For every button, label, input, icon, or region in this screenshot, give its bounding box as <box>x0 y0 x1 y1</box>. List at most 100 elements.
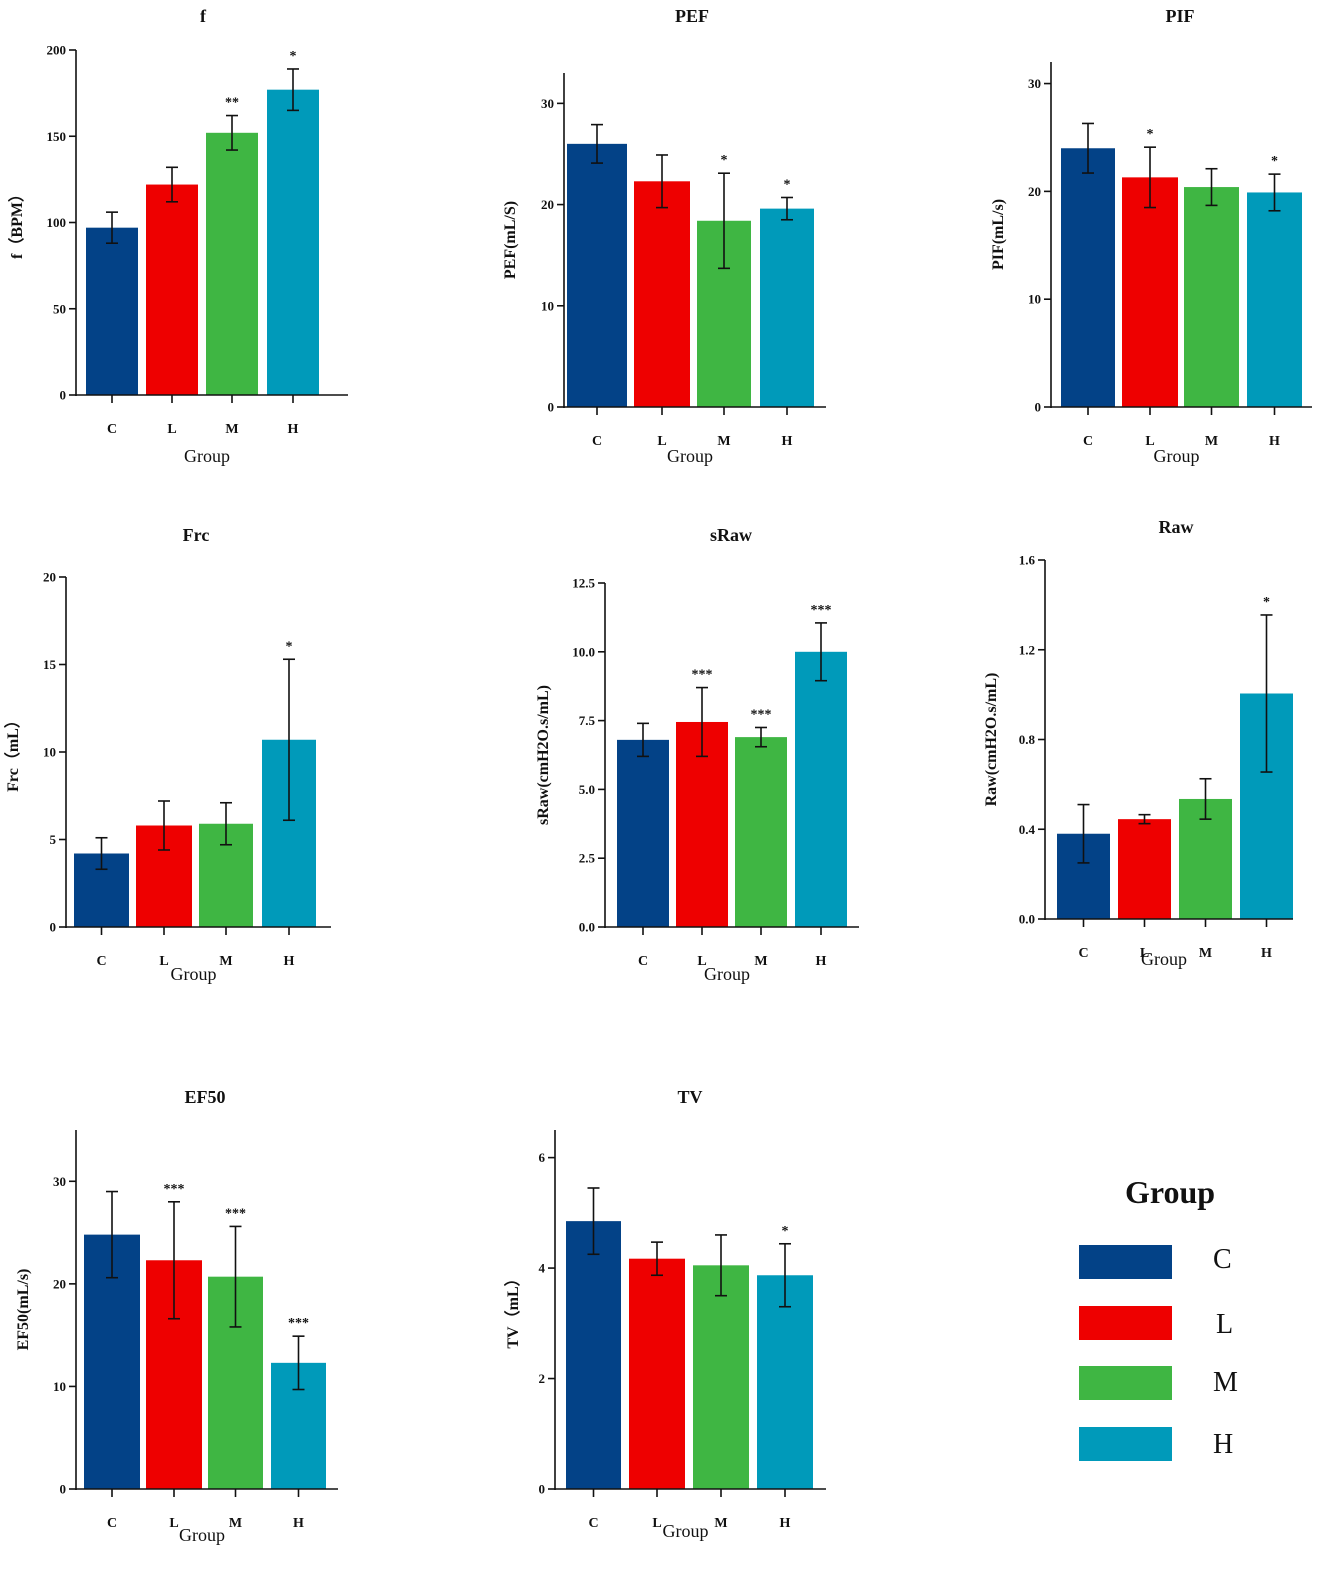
significance-label: *** <box>751 707 772 722</box>
bar-m <box>735 737 787 927</box>
y-tick-label: 0 <box>539 1482 546 1497</box>
x-axis <box>76 1488 338 1497</box>
legend-label-h: H <box>1213 1429 1233 1460</box>
category-label: H <box>288 422 299 437</box>
y-tick-label: 150 <box>47 129 67 144</box>
error-bar-m <box>1205 167 1218 207</box>
category-label: L <box>657 434 666 449</box>
chart-tv: TV TV（mL） C L M * H 0 2 4 6 Group <box>504 1087 826 1541</box>
category-label: C <box>638 954 648 969</box>
y-tick-label: 10 <box>1028 292 1041 307</box>
error-bar-m <box>229 1225 242 1328</box>
x-axis-label: Group <box>184 446 230 466</box>
y-axis-label: PEF(mL/S) <box>502 201 519 279</box>
y-tick-label: 15 <box>43 657 57 672</box>
error-bar-h <box>287 68 299 112</box>
error-bar-m <box>718 172 730 270</box>
significance-label: *** <box>692 668 713 683</box>
error-bar-l <box>696 686 708 758</box>
category-label: C <box>107 422 117 437</box>
chart-f: f f（BPM） C L ** M * H 0 50 100 150 200 Group <box>8 6 348 466</box>
significance-label: *** <box>225 1206 246 1221</box>
y-tick-label: 20 <box>53 1276 66 1291</box>
significance-label: * <box>1263 595 1270 610</box>
y-axis-label: Raw(cmH2O.s/mL) <box>983 673 1000 807</box>
y-tick-label: 2.5 <box>579 851 596 866</box>
y-tick-label: 1.2 <box>1019 642 1035 657</box>
bar-c <box>567 143 627 407</box>
category-label: H <box>816 954 827 969</box>
x-axis <box>564 406 826 415</box>
y-tick-label: 0 <box>50 920 57 935</box>
y-tick-label: 0.0 <box>579 920 595 935</box>
bar-m <box>1184 187 1239 407</box>
x-axis-label: Group <box>1154 446 1200 466</box>
y-axis <box>69 1130 77 1490</box>
x-axis-label: Group <box>1141 949 1187 969</box>
y-tick-label: 2 <box>539 1371 546 1386</box>
significance-label: ** <box>225 96 239 111</box>
y-tick-label: 30 <box>541 96 554 111</box>
error-bar-m <box>226 114 238 151</box>
y-tick-label: 1.6 <box>1019 553 1036 568</box>
category-label: C <box>1083 434 1093 449</box>
category-label: M <box>714 1516 727 1531</box>
chart-raw: Raw Raw(cmH2O.s/mL) C L M * H 0.0 0.4 0.8 1.2 1.6 Gr… <box>983 517 1293 969</box>
y-tick-label: 10 <box>53 1379 66 1394</box>
error-bar-c <box>637 722 649 758</box>
chart-ef50: EF50 EF50(mL/s) C *** L *** M *** H 0 10 20 30 Group <box>15 1087 338 1545</box>
bar-l <box>634 181 690 407</box>
significance-label: * <box>782 1224 789 1239</box>
y-tick-label: 50 <box>53 301 66 316</box>
y-axis <box>598 582 606 928</box>
legend-swatch-l <box>1079 1306 1172 1340</box>
x-axis <box>1045 918 1293 927</box>
x-axis <box>1051 406 1312 415</box>
chart-frc: Frc Frc（mL） C L M * H 0 5 10 15 20 Group <box>4 525 331 984</box>
y-tick-label: 0.8 <box>1019 732 1036 747</box>
y-tick-label: 20 <box>43 570 56 585</box>
legend: Group C L M H <box>1079 1174 1238 1461</box>
y-tick-label: 200 <box>47 43 67 58</box>
legend-swatch-h <box>1079 1427 1172 1461</box>
bar-m <box>206 132 258 396</box>
error-bar-m <box>1199 777 1212 820</box>
category-label: C <box>1078 946 1088 961</box>
category-label: H <box>284 954 295 969</box>
bar-c <box>566 1221 621 1489</box>
significance-label: * <box>290 49 297 64</box>
bar-h <box>1247 192 1302 407</box>
x-axis <box>76 394 348 403</box>
error-bar-l <box>1138 813 1151 825</box>
x-axis <box>605 926 859 935</box>
y-axis-label: EF50(mL/s) <box>15 1269 32 1351</box>
category-label: L <box>169 1516 178 1531</box>
y-axis <box>1044 62 1052 408</box>
error-bar-c <box>1077 803 1090 864</box>
y-tick-label: 7.5 <box>579 713 596 728</box>
x-axis-label: Group <box>667 446 713 466</box>
category-label: M <box>219 954 232 969</box>
category-label: L <box>652 1516 661 1531</box>
error-bar-h <box>292 1335 305 1391</box>
y-tick-label: 0.4 <box>1019 822 1036 837</box>
error-bar-m <box>715 1234 727 1297</box>
category-label: H <box>780 1516 791 1531</box>
chart-pef: PEF PEF(mL/S) C L * M * H 0 10 20 30 Group <box>502 6 826 466</box>
legend-label-c: C <box>1213 1244 1232 1275</box>
y-axis-label: PIF(mL/s) <box>990 199 1007 270</box>
bar-l <box>1122 177 1178 407</box>
category-label: L <box>1140 946 1149 961</box>
bar-c <box>1061 148 1115 407</box>
error-bar-h <box>283 658 295 822</box>
chart-title: PIF <box>1166 6 1195 26</box>
category-label: L <box>697 954 706 969</box>
legend-label-l: L <box>1216 1309 1233 1340</box>
category-label: H <box>1261 946 1272 961</box>
category-label: L <box>167 422 176 437</box>
error-bar-c <box>591 123 603 164</box>
error-bar-m <box>755 726 767 748</box>
error-bar-l <box>651 1241 663 1277</box>
chart-title: Raw <box>1159 517 1194 537</box>
